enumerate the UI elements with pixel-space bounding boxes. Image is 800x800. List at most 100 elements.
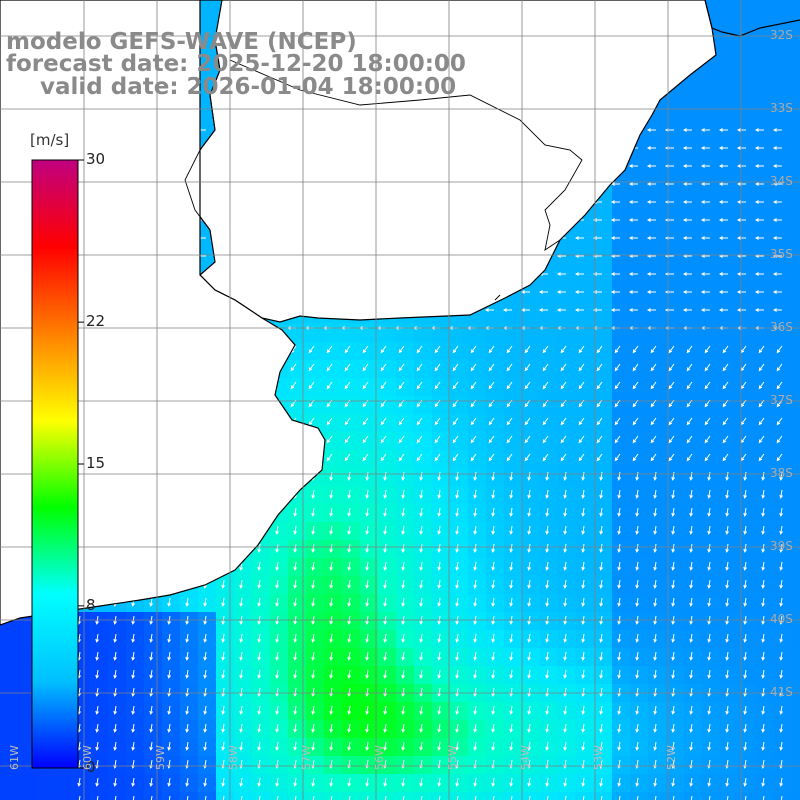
speed-cell (252, 576, 270, 594)
wind-arrow (635, 489, 639, 499)
speed-cell (378, 612, 396, 630)
speed-cell (594, 486, 612, 504)
wind-arrow (581, 669, 585, 679)
wind-arrow (383, 723, 387, 733)
wind-arrow (524, 417, 531, 426)
wind-arrow (686, 345, 693, 354)
speed-cell (702, 396, 720, 414)
speed-cell (198, 0, 216, 18)
speed-cell (558, 414, 576, 432)
wind-arrow (221, 777, 225, 787)
speed-cell (396, 558, 414, 576)
speed-cell (468, 648, 486, 666)
speed-cell (720, 54, 738, 72)
speed-cell (648, 666, 666, 684)
speed-cell (648, 558, 666, 576)
speed-cell (450, 594, 468, 612)
speed-cell (630, 540, 648, 558)
speed-cell (450, 342, 468, 360)
wind-arrow (736, 200, 746, 204)
speed-cell (504, 558, 522, 576)
wind-arrow (754, 272, 764, 276)
wind-arrow (473, 651, 477, 661)
speed-cell (180, 666, 198, 684)
wind-arrow (362, 417, 369, 426)
colorbar-ticks (78, 159, 84, 769)
wind-arrow (434, 417, 441, 426)
wind-arrow (437, 705, 441, 715)
speed-cell (702, 360, 720, 378)
speed-cell (558, 612, 576, 630)
speed-cell (792, 162, 800, 180)
wind-arrow (725, 777, 729, 787)
speed-cell (288, 360, 306, 378)
speed-cell (666, 432, 684, 450)
speed-cell (720, 486, 738, 504)
speed-cell (630, 648, 648, 666)
wind-arrow (635, 561, 639, 571)
speed-cell (306, 630, 324, 648)
speed-cell (414, 594, 432, 612)
wind-arrow (326, 453, 333, 462)
speed-cell (792, 666, 800, 684)
speed-cell (792, 774, 800, 792)
wind-arrow (131, 705, 135, 715)
wind-arrow (761, 489, 765, 499)
speed-cell (774, 36, 792, 54)
colorbar-tick-label: 0 (86, 758, 96, 776)
speed-cell (720, 36, 738, 54)
wind-arrow (275, 687, 279, 697)
speed-cell (738, 396, 756, 414)
speed-cell (666, 558, 684, 576)
wind-arrow (455, 651, 459, 661)
speed-cell (504, 756, 522, 774)
wind-arrow (707, 705, 711, 715)
speed-cell (414, 630, 432, 648)
wind-arrow (401, 687, 405, 697)
speed-cell (558, 738, 576, 756)
speed-cell (792, 378, 800, 396)
speed-cell (648, 360, 666, 378)
speed-cell (306, 774, 324, 792)
wind-arrow (686, 363, 693, 372)
speed-cell (288, 576, 306, 594)
speed-cell (522, 756, 540, 774)
speed-cell (450, 630, 468, 648)
speed-cell (504, 702, 522, 720)
wind-arrow (653, 777, 657, 787)
speed-cell (684, 414, 702, 432)
wind-arrow (455, 597, 459, 607)
speed-cell (594, 702, 612, 720)
speed-cell (540, 612, 558, 630)
speed-cell (252, 612, 270, 630)
wind-arrow (365, 489, 369, 499)
wind-arrow (452, 453, 459, 462)
wind-arrow (668, 417, 675, 426)
speed-cell (414, 702, 432, 720)
wind-arrow (290, 363, 297, 372)
speed-cell (774, 0, 792, 18)
speed-cell (432, 774, 450, 792)
wind-arrow (776, 345, 783, 354)
speed-cell (666, 414, 684, 432)
wind-arrow (779, 471, 783, 481)
wind-arrow (527, 669, 531, 679)
wind-arrow (617, 597, 621, 607)
wind-arrow (383, 741, 387, 751)
wind-arrow (599, 633, 603, 643)
wind-arrow (149, 777, 153, 787)
wind-arrow (632, 435, 639, 444)
wind-arrow (113, 687, 117, 697)
speed-cell (378, 702, 396, 720)
wind-arrow (686, 417, 693, 426)
speed-cell (576, 666, 594, 684)
wind-arrow (599, 777, 603, 787)
speed-cell (342, 342, 360, 360)
wind-arrow (761, 777, 765, 787)
wind-arrow (628, 236, 638, 240)
wind-arrow (383, 489, 387, 499)
wind-arrow (437, 489, 441, 499)
wind-arrow (617, 579, 621, 589)
speed-cell (576, 504, 594, 522)
wind-arrow (635, 543, 639, 553)
